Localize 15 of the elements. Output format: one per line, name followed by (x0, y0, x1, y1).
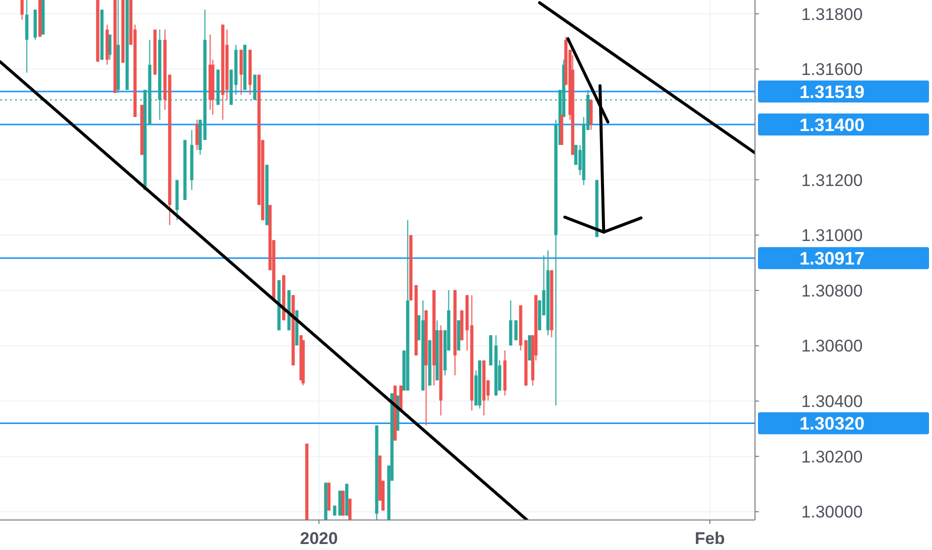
y-tick-label: 1.30400 (801, 392, 863, 412)
y-tick-label: 1.30200 (801, 447, 863, 466)
y-tick-label: 1.31600 (801, 60, 863, 80)
y-tick-label: 1.30800 (801, 281, 863, 300)
x-tick-label: Feb (694, 529, 725, 548)
ref-line-label: 1.31400 (799, 114, 865, 135)
y-tick-label: 1.30600 (801, 336, 863, 356)
ref-line-label: 1.30917 (799, 248, 865, 269)
ref-line-label: 1.30320 (799, 414, 865, 434)
y-tick-label: 1.30000 (801, 502, 863, 522)
ref-line-label: 1.31519 (799, 82, 865, 102)
y-tick-label: 1.31000 (801, 226, 863, 246)
y-tick-label: 1.31800 (801, 4, 863, 24)
x-tick-label: 2020 (300, 529, 338, 548)
y-tick-label: 1.31200 (801, 170, 863, 190)
